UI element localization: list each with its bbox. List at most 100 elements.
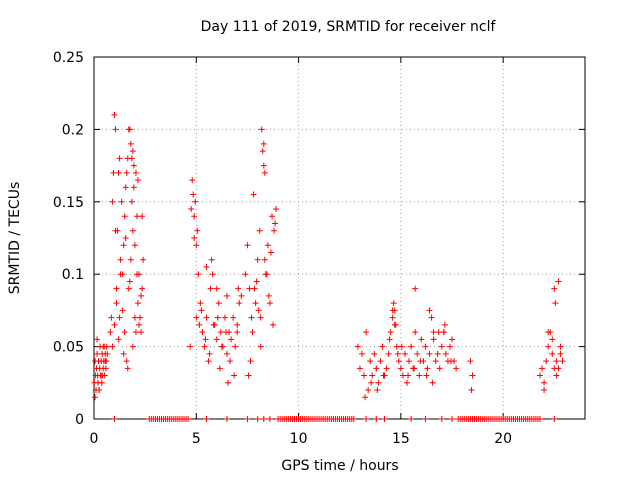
data-point [404,379,411,386]
data-point [124,365,131,372]
data-point [210,321,217,328]
data-point [432,358,439,365]
data-point [138,292,145,299]
plot-frame [93,56,586,420]
data-point [422,416,429,422]
data-point [196,321,203,328]
data-point [247,358,254,365]
data-point [190,191,197,198]
data-point [115,169,122,176]
data-point [367,358,374,365]
data-point [422,343,429,350]
data-point [258,126,265,133]
data-point [260,140,267,147]
data-point [112,126,119,133]
data-point [428,314,435,321]
data-point [441,321,448,328]
data-point [194,227,201,234]
data-point [185,416,192,422]
data-point [373,416,380,422]
data-point [356,365,363,372]
data-point [417,358,424,365]
data-point [137,314,144,321]
data-point [244,416,251,422]
data-point [438,343,445,350]
data-point [414,350,421,357]
data-point [113,300,120,307]
data-point [453,365,460,372]
data-point [202,336,209,343]
data-point [111,111,118,118]
data-point [139,285,146,292]
data-point [245,372,252,379]
data-point [234,329,241,336]
data-point [551,285,558,292]
data-point [119,307,126,314]
data-point [123,169,130,176]
data-point [266,300,273,307]
data-point [129,343,136,350]
data-point [122,184,129,191]
y-tick-label: 0.1 [62,267,84,283]
data-point [195,271,202,278]
data-point [94,350,101,357]
data-point [231,372,238,379]
data-point [423,372,430,379]
data-point [264,242,271,249]
data-point [383,365,390,372]
data-point [549,336,556,343]
data-point [215,300,222,307]
data-point [191,213,198,220]
data-point [447,358,454,365]
data-point [469,372,476,379]
data-point [371,350,378,357]
data-point [109,198,116,205]
data-point [266,416,273,422]
data-point [118,198,125,205]
data-point [120,350,127,357]
data-point [209,271,216,278]
data-point [424,365,431,372]
data-point [434,350,441,357]
data-point [205,358,212,365]
data-point [100,343,107,350]
x-tick-label: 15 [392,431,410,447]
data-point [354,343,361,350]
data-point [442,350,449,357]
data-point [536,372,543,379]
data-point [251,285,258,292]
data-point [363,416,370,422]
data-point [126,278,133,285]
data-point [129,227,136,234]
data-point [112,227,119,234]
data-point [123,358,130,365]
data-point [206,350,213,357]
data-point [134,177,141,184]
data-point [395,358,402,365]
data-point [412,285,419,292]
data-point [188,206,195,213]
data-points [91,111,566,422]
data-point [380,372,387,379]
data-point [127,256,134,263]
data-point [256,227,263,234]
data-point [389,307,396,314]
data-point [199,329,206,336]
data-point [129,148,136,155]
data-point [381,416,388,422]
x-tick-label: 0 [90,431,99,447]
data-point [127,140,134,147]
data-point [134,300,141,307]
data-point [365,387,372,394]
data-point [267,249,274,256]
data-point [223,350,230,357]
data-point [270,321,277,328]
data-point [430,329,437,336]
data-point [408,416,415,422]
data-point [121,213,128,220]
y-tick-label: 0.25 [53,50,84,66]
data-point [238,292,245,299]
chart-title: Day 111 of 2019, SRMTID for receiver ncl… [201,19,497,35]
data-point [98,379,105,386]
